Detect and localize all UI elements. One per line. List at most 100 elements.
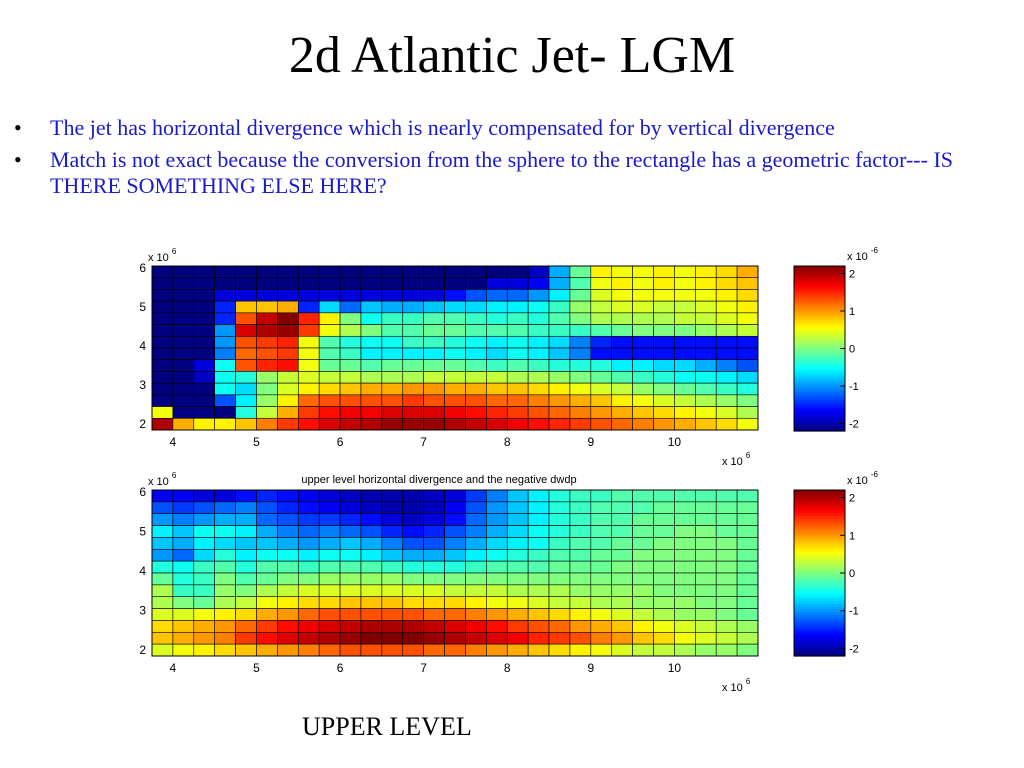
heatmap-cell: [715, 324, 738, 337]
heatmap-cell: [444, 643, 466, 657]
heatmap-cell: [318, 572, 341, 586]
heatmap-cell: [611, 335, 633, 349]
y-tick-label: 5: [139, 525, 146, 539]
heatmap-cell: [486, 584, 508, 598]
heatmap-cell: [527, 394, 550, 407]
heatmap-cell: [318, 277, 341, 290]
heatmap-cell: [465, 289, 487, 302]
heatmap-cell: [360, 643, 383, 657]
heatmap-cell: [256, 584, 278, 598]
colorbar-swatch: [794, 614, 845, 618]
heatmap-cell: [548, 347, 571, 361]
heatmap-cell: [569, 394, 592, 407]
colorbar-swatch: [794, 518, 845, 522]
heatmap-cell: [256, 335, 278, 349]
colorbar-swatch: [794, 420, 845, 424]
colorbar-swatch: [794, 583, 845, 587]
heatmap-cell: [172, 347, 195, 361]
heatmap-cell: [486, 347, 508, 361]
heatmap-cell: [339, 371, 362, 384]
heatmap-cell: [256, 312, 278, 325]
heatmap-cell: [611, 394, 633, 407]
heatmap-cell: [569, 631, 592, 645]
heatmap-cell: [318, 631, 341, 645]
heatmap-cell: [235, 417, 257, 431]
colorbar-swatch: [794, 268, 845, 272]
heatmap-cell: [715, 489, 738, 503]
heatmap-cell: [674, 312, 696, 325]
colorbar-swatch: [794, 606, 845, 610]
heatmap-cell: [151, 631, 174, 645]
heatmap-cell: [193, 382, 215, 396]
heatmap-cell: [277, 417, 299, 431]
colorbar-swatch: [794, 495, 845, 499]
heatmap-cell: [569, 406, 592, 419]
heatmap-cell: [256, 537, 278, 550]
heatmap-cell: [214, 289, 236, 302]
heatmap-cell: [590, 643, 613, 657]
heatmap-cell: [715, 525, 738, 538]
colorbar-swatch: [794, 281, 845, 285]
heatmap-cell: [653, 525, 675, 538]
heatmap-cell: [527, 359, 550, 372]
heatmap-cell: [297, 584, 320, 598]
colorbar-tick-label: -1: [849, 606, 859, 618]
heatmap-cell: [256, 347, 278, 361]
heatmap-cell: [256, 513, 278, 526]
heatmap-cell: [444, 572, 466, 586]
heatmap-cell: [674, 406, 696, 419]
heatmap-cell: [151, 382, 174, 396]
heatmap-cell: [402, 537, 424, 550]
heatmap-cell: [653, 643, 675, 657]
colorbar-swatch: [794, 299, 845, 303]
heatmap-cell: [339, 417, 362, 431]
y-tick-label: 3: [139, 604, 146, 618]
heatmap-cell: [381, 359, 404, 372]
heatmap-cell: [674, 572, 696, 586]
heatmap-cell: [360, 501, 383, 515]
heatmap-cell: [653, 489, 675, 503]
heatmap-cell: [715, 289, 738, 302]
colorbar-swatch: [794, 617, 845, 621]
heatmap-cell: [486, 289, 508, 302]
heatmap-cell: [214, 501, 236, 515]
heatmap-cell: [423, 417, 445, 431]
heatmap-cell: [569, 359, 592, 372]
heatmap-cell: [214, 312, 236, 325]
heatmap-cell: [381, 620, 404, 633]
heatmap-cell: [486, 596, 508, 609]
colorbar-swatch: [794, 291, 845, 295]
heatmap-cell: [297, 525, 320, 538]
heatmap-cell: [590, 501, 613, 515]
heatmap-cell: [653, 406, 675, 419]
y-tick-label: 2: [139, 643, 146, 657]
heatmap-cell: [527, 265, 550, 279]
heatmap-cell: [486, 643, 508, 657]
heatmap-cell: [715, 359, 738, 372]
colorbar-swatch: [794, 376, 845, 381]
heatmap-cell: [172, 300, 195, 314]
heatmap-cell: [506, 560, 529, 574]
heatmap-cell: [193, 335, 215, 349]
heatmap-cell: [339, 382, 362, 396]
colorbar-swatch: [794, 591, 845, 595]
heatmap-cell: [423, 300, 445, 314]
heatmap-cell: [715, 501, 738, 515]
heatmap-cell: [214, 371, 236, 384]
colorbar-swatch: [794, 423, 845, 427]
heatmap-cell: [736, 324, 759, 337]
heatmap-cell: [151, 560, 174, 574]
heatmap-cell: [548, 537, 571, 550]
heatmap-cell: [193, 312, 215, 325]
colorbar-swatch: [794, 278, 845, 283]
heatmap-cell: [653, 265, 675, 279]
heatmap-cell: [318, 525, 341, 538]
heatmap-cell: [214, 572, 236, 586]
heatmap-cell: [277, 406, 299, 419]
colorbar-swatch: [794, 554, 845, 559]
heatmap-cell: [653, 501, 675, 515]
heatmap-cell: [569, 501, 592, 515]
heatmap-cell: [506, 417, 529, 431]
heatmap-cell: [318, 643, 341, 657]
heatmap-cell: [632, 620, 654, 633]
